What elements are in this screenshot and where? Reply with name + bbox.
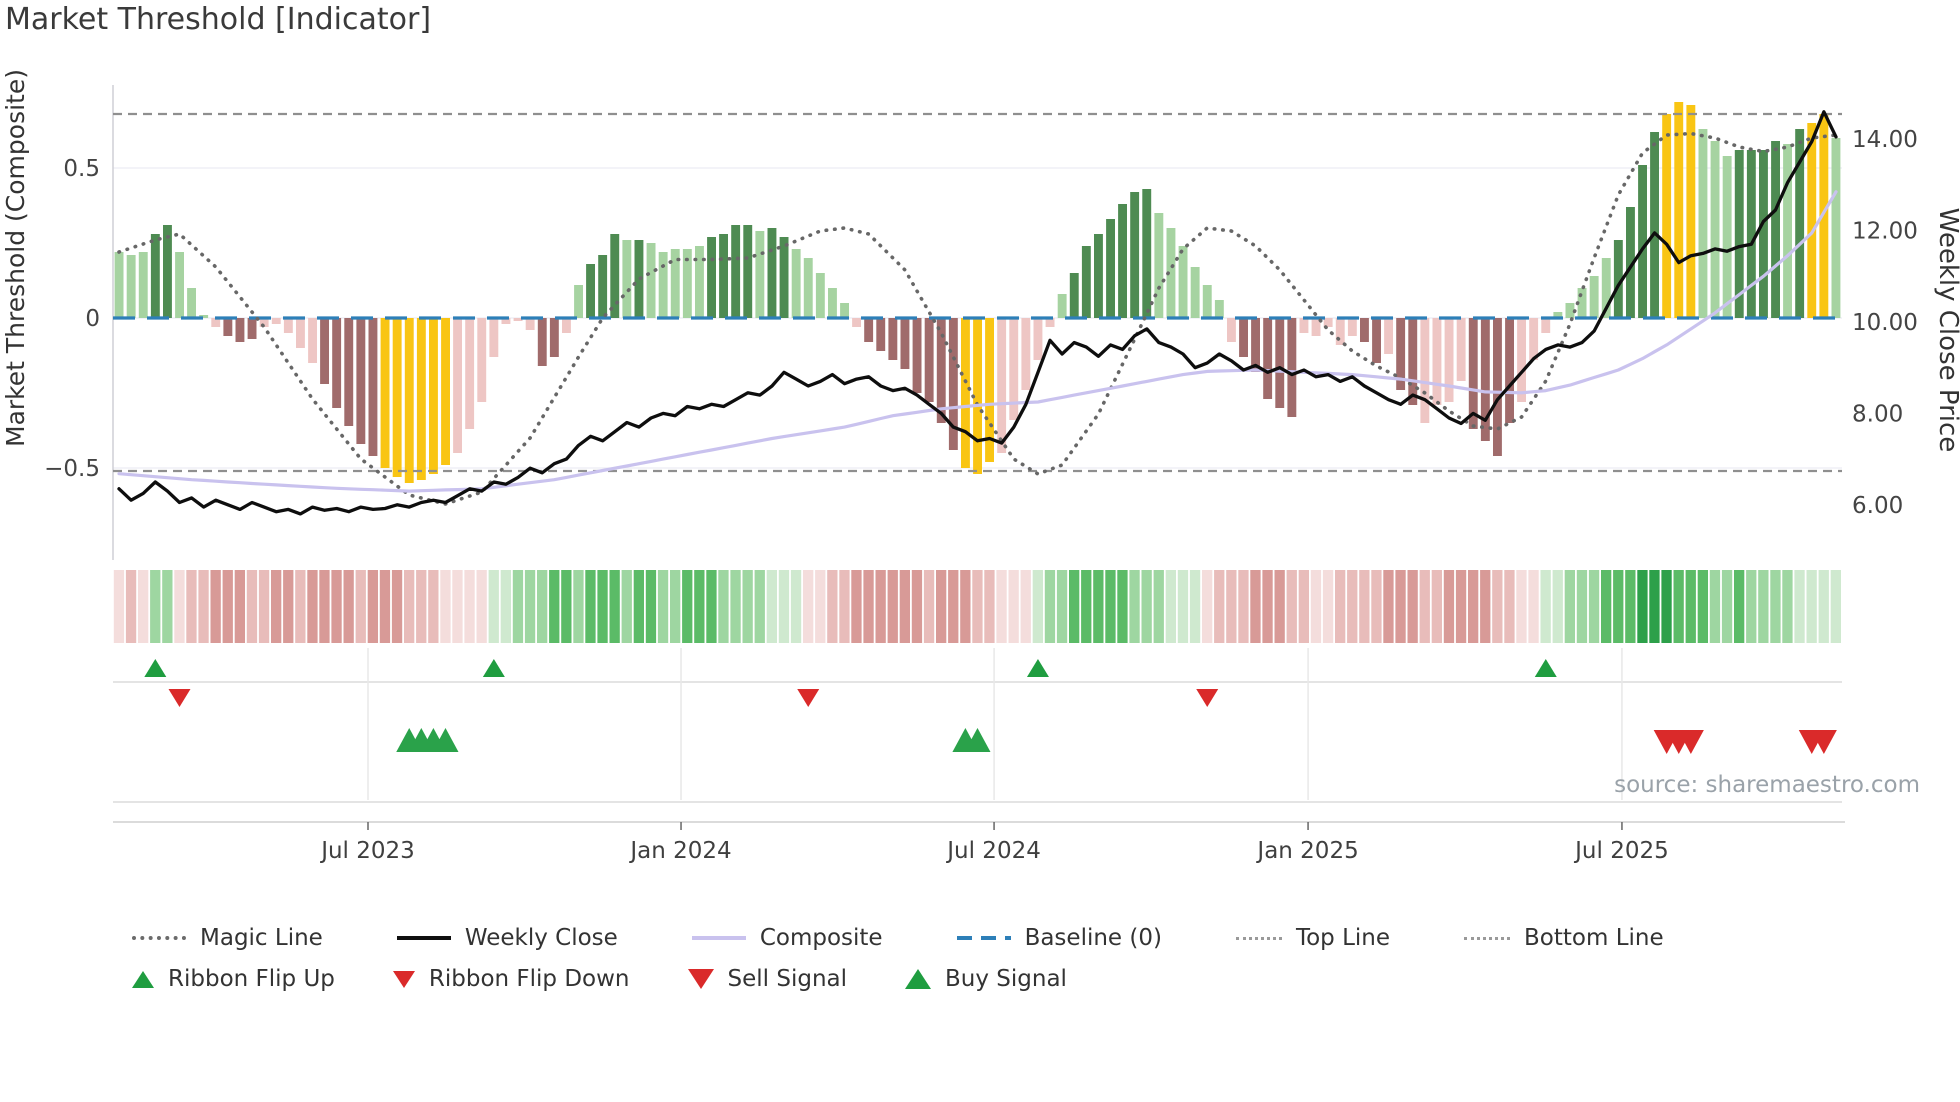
x-axis-tick-label: Jul 2023: [319, 838, 415, 864]
legend-label: Sell Signal: [727, 966, 848, 992]
buy-signal-marker: [432, 728, 459, 752]
dotted-gray-thin-line-icon: [1235, 936, 1282, 940]
legend-item-ribbon-flip-up: Ribbon Flip Up: [132, 966, 335, 992]
ribbon-flip-up-marker: [482, 659, 505, 677]
legend-item-buy-signal: Buy Signal: [905, 966, 1067, 992]
dotted-gray-thin-line-icon: [1464, 936, 1511, 940]
left-axis-tick-label: 0.5: [63, 156, 100, 182]
x-axis-tick-label: Jan 2025: [1255, 838, 1358, 864]
page-title: Market Threshold [Indicator]: [5, 2, 432, 37]
legend-label: Weekly Close: [464, 925, 618, 951]
legend-item-sell-signal: Sell Signal: [687, 966, 848, 992]
solid-black-line-icon: [396, 936, 451, 940]
red-down-triangle-icon: [392, 970, 415, 988]
legend-label: Top Line: [1295, 925, 1391, 951]
legend-row-1: Magic Line Weekly Close Composite Baseli…: [132, 925, 1664, 951]
ribbon-flip-up-marker: [1534, 659, 1557, 677]
red-down-triangle-icon: [687, 969, 714, 989]
right-axis-tick-label: 6.00: [1852, 493, 1903, 519]
left-axis-tick-label: −0.5: [44, 456, 100, 482]
composite-bars: [114, 102, 1841, 483]
ribbon-flip-up-marker: [144, 659, 167, 677]
legend-item-top-line: Top Line: [1235, 925, 1391, 951]
left-axis-label: Market Threshold (Composite): [1, 69, 30, 447]
legend-item-weekly-close: Weekly Close: [396, 925, 618, 951]
legend-label: Bottom Line: [1524, 925, 1664, 951]
right-axis-tick-label: 14.00: [1852, 127, 1918, 153]
x-axis-tick-label: Jul 2024: [945, 838, 1041, 864]
legend-label: Composite: [759, 925, 883, 951]
indicator-chart: 0.5 0 −0.5 14.00 12.00 10.00 8.00 6.00 Market Th…: [1, 69, 1960, 864]
legend-label: Magic Line: [200, 925, 323, 951]
right-axis-tick-label: 12.00: [1852, 219, 1918, 245]
ribbon-flip-down-marker: [1196, 689, 1219, 707]
dotted-gray-line-icon: [132, 936, 186, 940]
dashed-blue-line-icon: [956, 936, 1011, 940]
source-annotation: source: sharemaestro.com: [1614, 772, 1920, 798]
signal-ribbon: [113, 570, 1841, 643]
legend-label: Ribbon Flip Down: [428, 966, 630, 992]
x-axis-tick-label: Jan 2024: [628, 838, 731, 864]
ribbon-flip-down-marker: [797, 689, 820, 707]
legend-item-composite: Composite: [691, 925, 883, 951]
right-axis-tick-label: 8.00: [1852, 401, 1903, 427]
ribbon-flip-up-marker: [1026, 659, 1049, 677]
composite-line: [117, 190, 1838, 493]
legend-label: Buy Signal: [945, 966, 1067, 992]
legend-item-bottom-line: Bottom Line: [1464, 925, 1664, 951]
legend-item-ribbon-flip-down: Ribbon Flip Down: [392, 966, 630, 992]
buy-signal-marker: [964, 728, 991, 752]
legend-label: Baseline (0): [1024, 925, 1162, 951]
left-axis-tick-label: 0: [85, 306, 100, 332]
right-axis-tick-label: 10.00: [1852, 310, 1918, 336]
weekly-close-line: [117, 110, 1838, 516]
right-axis-label: Weekly Close Price: [1933, 208, 1960, 453]
solid-lavender-line-icon: [691, 936, 746, 940]
sell-signal-marker: [1810, 730, 1837, 754]
legend-label: Ribbon Flip Up: [168, 966, 335, 992]
sell-signal-marker: [1677, 730, 1704, 754]
ribbon-flip-down-marker: [168, 689, 191, 707]
legend-item-magic-line: Magic Line: [132, 925, 323, 951]
x-axis-tick-label: Jul 2025: [1573, 838, 1669, 864]
legend-item-baseline: Baseline (0): [956, 925, 1162, 951]
green-up-triangle-icon: [905, 969, 932, 989]
legend-row-2: Ribbon Flip Up Ribbon Flip Down Sell Sig…: [132, 966, 1067, 992]
green-up-triangle-icon: [132, 970, 154, 988]
